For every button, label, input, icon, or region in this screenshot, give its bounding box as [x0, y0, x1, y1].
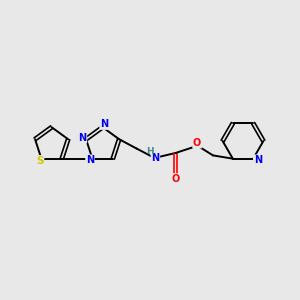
Text: N: N [86, 155, 94, 165]
Text: H: H [146, 147, 154, 156]
Text: N: N [78, 133, 86, 143]
Text: N: N [254, 155, 262, 165]
Text: S: S [36, 156, 44, 166]
Text: O: O [193, 138, 201, 148]
Text: O: O [171, 174, 180, 184]
Text: N: N [100, 119, 108, 129]
Text: N: N [151, 153, 160, 164]
